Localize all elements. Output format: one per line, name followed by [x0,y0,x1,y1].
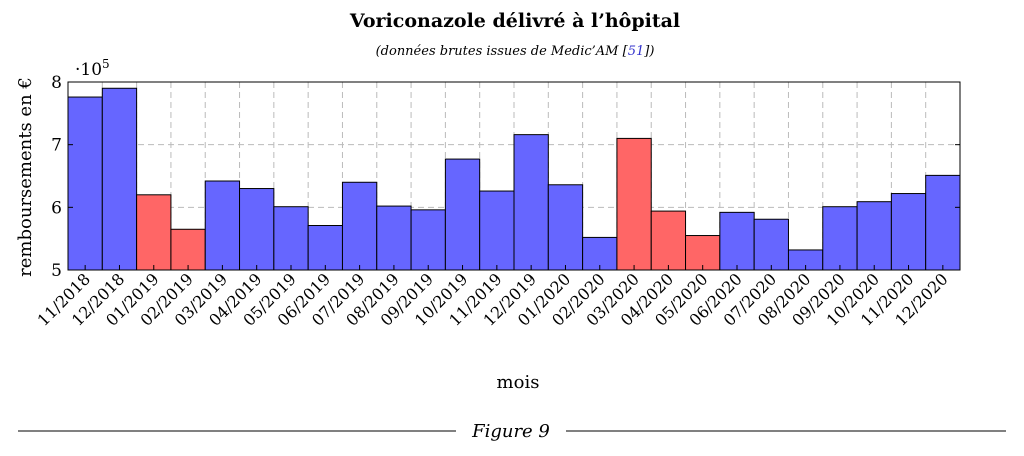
bar [513,134,549,271]
chart-subtitle: (données brutes issues de Medic’AM [51]) [376,44,655,59]
subtitle-reference: 51 [628,44,645,59]
bar [67,96,103,271]
bar [410,209,446,271]
bar [239,188,275,271]
x-axis-ticks: 11/201812/201801/201902/201903/201904/20… [34,265,952,330]
bar [547,184,584,271]
y-tick-label: 7 [51,136,62,156]
subtitle-text: (données brutes issues de Medic’AM [ [376,44,629,59]
bar [890,193,927,271]
bar [616,137,652,271]
bar [650,210,687,271]
bar [685,235,721,271]
bar [444,158,481,271]
bar [582,236,618,271]
bar [822,206,858,271]
chart-title: Voriconazole délivré à l’hôpital [349,10,680,32]
bars [67,87,961,271]
x-axis-label: mois [497,372,540,393]
y-tick-label: 8 [51,73,62,93]
bar [273,206,309,271]
bar [856,201,892,271]
bar [753,218,789,271]
bar [719,211,755,271]
y-tick-label: 6 [51,198,62,218]
bar [170,228,206,271]
figure-caption: Figure 9 [471,421,550,442]
bar [136,194,172,271]
bar [479,190,515,271]
bar [307,225,343,271]
bar [101,87,138,271]
y-scale-factor: ·105 [75,57,110,80]
bar [204,180,241,271]
y-axis-label: remboursements en € [15,77,36,277]
subtitle-end: ]) [643,44,654,59]
y-tick-label: 5 [51,261,62,281]
bar [341,181,378,271]
bar [925,174,961,271]
plot-frame [67,81,961,271]
y-axis-ticks: 5 6 7 8 [51,73,960,281]
bar [376,205,412,271]
